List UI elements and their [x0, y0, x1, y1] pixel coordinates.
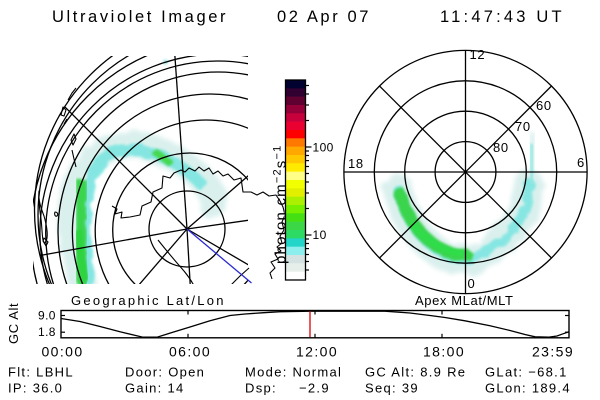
svg-text:GLon: 189.4: GLon: 189.4 — [485, 381, 571, 396]
svg-text:11:47:43 UT: 11:47:43 UT — [440, 8, 565, 26]
svg-text:60: 60 — [536, 98, 552, 113]
svg-text:Flt: LBHL: Flt: LBHL — [8, 365, 74, 380]
svg-text:photon cm−2s−1: photon cm−2s−1 — [272, 145, 290, 264]
svg-text:Dsp:: Dsp: — [245, 381, 277, 396]
svg-text:GLat: −68.1: GLat: −68.1 — [485, 365, 568, 380]
svg-text:Gain: 14: Gain: 14 — [125, 381, 185, 396]
svg-text:Seq: 39: Seq: 39 — [365, 381, 419, 396]
svg-text:00:00: 00:00 — [42, 344, 84, 360]
svg-text:02 Apr 07: 02 Apr 07 — [277, 8, 371, 26]
svg-text:IP: 36.0: IP: 36.0 — [8, 381, 63, 396]
svg-text:10: 10 — [313, 228, 327, 242]
svg-text:1.8: 1.8 — [38, 325, 56, 339]
svg-text:18:00: 18:00 — [423, 344, 465, 360]
svg-text:70: 70 — [515, 119, 531, 134]
svg-text:100: 100 — [313, 141, 334, 155]
svg-text:−2.9: −2.9 — [299, 381, 330, 396]
svg-text:23:59: 23:59 — [532, 344, 574, 360]
svg-text:0: 0 — [468, 276, 476, 291]
svg-text:Ultraviolet Imager: Ultraviolet Imager — [52, 8, 228, 26]
svg-text:06:00: 06:00 — [169, 344, 211, 360]
svg-text:80: 80 — [493, 140, 509, 155]
svg-text:Mode: Normal: Mode: Normal — [245, 365, 342, 380]
svg-text:12:00: 12:00 — [296, 344, 338, 360]
svg-text:Geographic Lat/Lon: Geographic Lat/Lon — [71, 293, 226, 308]
svg-text:9.0: 9.0 — [38, 309, 56, 323]
svg-text:18: 18 — [348, 156, 364, 171]
svg-text:Door: Open: Door: Open — [125, 365, 205, 380]
svg-text:12: 12 — [470, 47, 486, 62]
svg-text:6: 6 — [577, 155, 585, 170]
svg-text:GC Alt: GC Alt — [6, 303, 21, 344]
svg-text:Apex MLat/MLT: Apex MLat/MLT — [415, 293, 514, 308]
svg-text:GC Alt: 8.9 Re: GC Alt: 8.9 Re — [365, 365, 466, 380]
